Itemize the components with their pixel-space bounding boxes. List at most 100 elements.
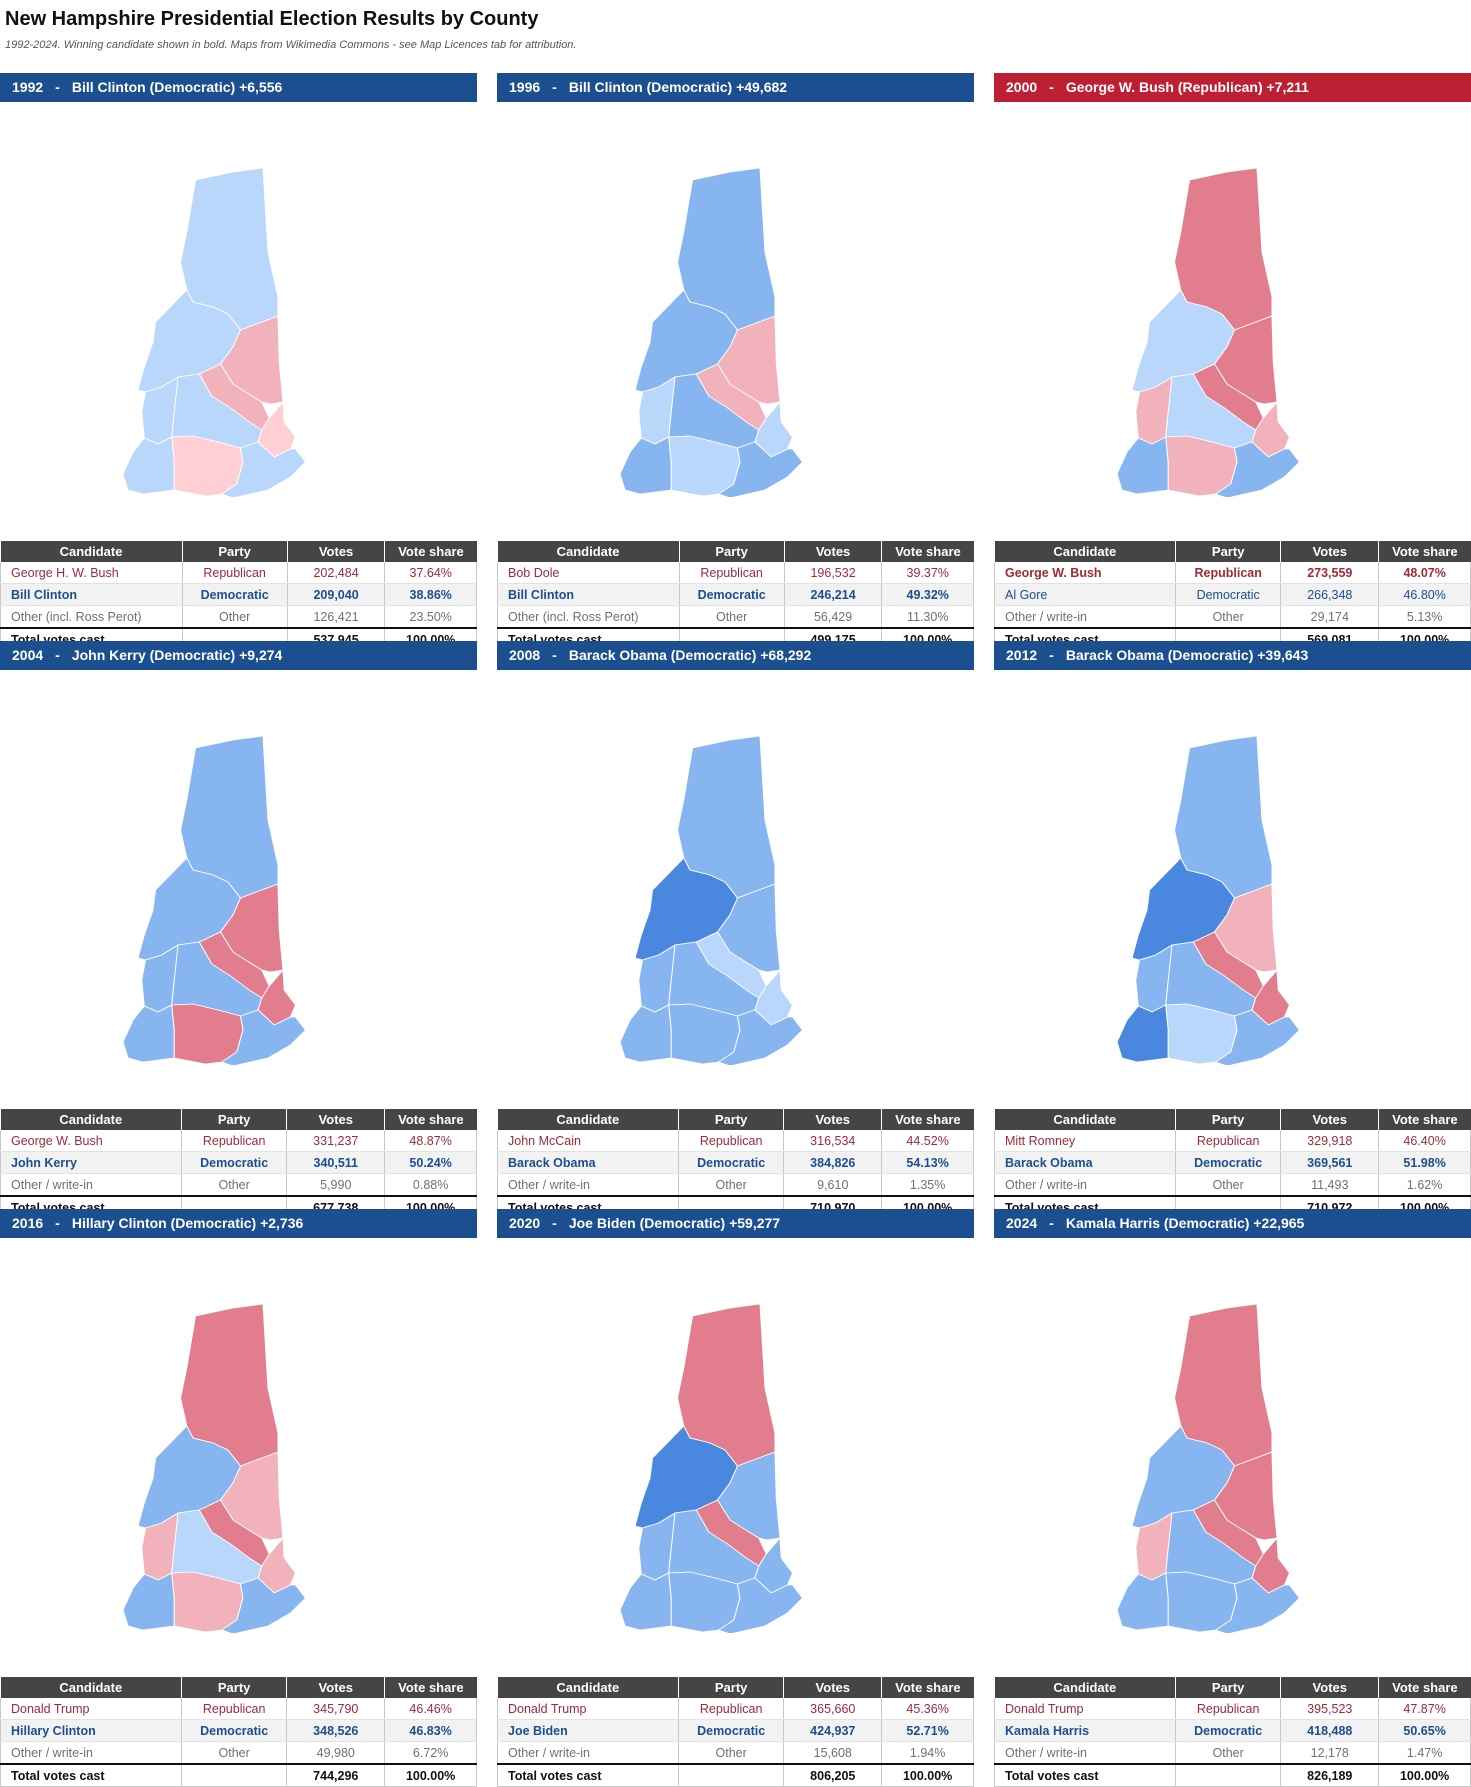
total-label: Total votes cast xyxy=(994,1763,1176,1787)
candidate-row: Other / write-in Other 5,990 0.88% xyxy=(0,1173,477,1197)
column-header-vote-share: Vote share xyxy=(1378,1109,1471,1130)
panel-winner: Joe Biden (Democratic) +59,277 xyxy=(568,1215,781,1231)
candidate-party: Democratic xyxy=(181,1719,288,1742)
column-header-vote-share: Vote share xyxy=(384,541,477,562)
total-share: 100.00% xyxy=(384,1763,477,1787)
candidate-share: 37.64% xyxy=(384,562,477,584)
county-map xyxy=(994,1238,1471,1633)
panel-year: 2020 xyxy=(509,1215,541,1231)
candidate-party: Other xyxy=(679,605,785,629)
panel-header-separator: - xyxy=(552,1215,557,1231)
candidate-party: Republican xyxy=(678,1130,785,1152)
candidate-name: Other / write-in xyxy=(993,605,1177,629)
panel-header-separator: - xyxy=(1049,1215,1054,1231)
candidate-row: Barack Obama Democratic 384,826 54.13% xyxy=(497,1151,974,1174)
column-header-votes: Votes xyxy=(1280,541,1380,562)
county-rockingham xyxy=(220,1577,307,1633)
county-cheshire xyxy=(619,1004,672,1063)
election-panel-2004: 2004- John Kerry (Democratic) +9,274 Candi… xyxy=(0,641,477,1219)
nh-county-map-svg xyxy=(122,1303,307,1633)
candidate-row: Bill Clinton Democratic 209,040 38.86% xyxy=(0,583,477,606)
column-header-candidate: Candidate xyxy=(994,1677,1176,1698)
panel-header: 2000- George W. Bush (Republican) +7,211 xyxy=(994,73,1471,102)
county-cheshire xyxy=(619,436,672,495)
election-panel-2024: 2024- Kamala Harris (Democratic) +22,965 C… xyxy=(994,1209,1471,1787)
column-header-party: Party xyxy=(1175,1677,1282,1698)
column-header-votes: Votes xyxy=(286,1109,386,1130)
candidate-name: Mitt Romney xyxy=(994,1130,1176,1152)
candidate-party: Republican xyxy=(679,562,785,584)
candidate-row: Donald Trump Republican 395,523 47.87% xyxy=(994,1698,1471,1720)
column-header-votes: Votes xyxy=(1280,1677,1380,1698)
panel-header-separator: - xyxy=(55,1215,60,1231)
results-header-row: Candidate Party Votes Vote share xyxy=(994,541,1471,562)
candidate-party: Republican xyxy=(1175,562,1282,584)
county-map xyxy=(994,670,1471,1065)
candidate-name: Joe Biden xyxy=(497,1719,679,1742)
candidate-name: Barack Obama xyxy=(994,1151,1176,1174)
panel-winner: Bill Clinton (Democratic) +49,682 xyxy=(568,79,788,95)
column-header-candidate: Candidate xyxy=(994,541,1177,562)
candidate-share: 0.88% xyxy=(384,1173,477,1197)
total-party-empty xyxy=(181,1763,288,1787)
panel-winner: Kamala Harris (Democratic) +22,965 xyxy=(1065,1215,1305,1231)
panel-header-separator: - xyxy=(55,647,60,663)
column-header-party: Party xyxy=(181,1677,288,1698)
candidate-party: Democratic xyxy=(678,1719,785,1742)
candidate-party: Other xyxy=(678,1173,785,1197)
total-row: Total votes cast 806,205 100.00% xyxy=(497,1763,974,1787)
candidate-name: Donald Trump xyxy=(994,1698,1176,1720)
page-subtitle: 1992-2024. Winning candidate shown in bo… xyxy=(5,39,577,51)
page-title: New Hampshire Presidential Election Resu… xyxy=(5,8,539,30)
candidate-name: Other / write-in xyxy=(497,1173,679,1197)
candidate-row: Other (incl. Ross Perot) Other 126,421 23.5… xyxy=(0,605,477,629)
candidate-row: Bill Clinton Democratic 246,214 49.32% xyxy=(497,583,974,606)
panel-header: 2016- Hillary Clinton (Democratic) +2,736 xyxy=(0,1209,477,1238)
candidate-name: Other / write-in xyxy=(0,1173,182,1197)
results-table: Candidate Party Votes Vote share Donald Trum… xyxy=(0,1677,477,1787)
candidate-share: 46.46% xyxy=(384,1698,477,1720)
panel-header: 2024- Kamala Harris (Democratic) +22,965 xyxy=(994,1209,1471,1238)
nh-county-map-svg xyxy=(1116,167,1301,497)
candidate-row: Hillary Clinton Democratic 348,526 46.83% xyxy=(0,1719,477,1742)
panel-header: 1996- Bill Clinton (Democratic) +49,682 xyxy=(497,73,974,102)
county-cheshire xyxy=(619,1572,672,1631)
total-votes: 806,205 xyxy=(783,1763,883,1787)
candidate-votes: 395,523 xyxy=(1280,1698,1380,1720)
candidate-name: George W. Bush xyxy=(993,562,1177,584)
panel-year: 1992 xyxy=(12,79,44,95)
column-header-party: Party xyxy=(182,541,288,562)
candidate-party: Democratic xyxy=(1175,1719,1282,1742)
candidate-votes: 424,937 xyxy=(783,1719,883,1742)
candidate-share: 49.32% xyxy=(881,583,974,606)
candidate-name: George W. Bush xyxy=(0,1130,182,1152)
county-rockingham xyxy=(717,1009,804,1065)
panel-header-separator: - xyxy=(552,79,557,95)
county-map xyxy=(994,102,1471,497)
total-row: Total votes cast 744,296 100.00% xyxy=(0,1763,477,1787)
candidate-party: Democratic xyxy=(182,583,288,606)
column-header-party: Party xyxy=(181,1109,288,1130)
nh-county-map-svg xyxy=(619,167,804,497)
panel-winner: Barack Obama (Democratic) +39,643 xyxy=(1065,647,1309,663)
candidate-share: 46.80% xyxy=(1378,583,1471,606)
candidate-share: 46.83% xyxy=(384,1719,477,1742)
candidate-share: 50.65% xyxy=(1378,1719,1471,1742)
candidate-name: John McCain xyxy=(497,1130,679,1152)
candidate-row: Bob Dole Republican 196,532 39.37% xyxy=(497,562,974,584)
panel-header-separator: - xyxy=(55,79,60,95)
panel-header: 2008- Barack Obama (Democratic) +68,292 xyxy=(497,641,974,670)
panel-year: 2024 xyxy=(1006,1215,1038,1231)
candidate-row: Other / write-in Other 11,493 1.62% xyxy=(994,1173,1471,1197)
column-header-vote-share: Vote share xyxy=(384,1109,477,1130)
candidate-votes: 273,559 xyxy=(1280,562,1380,584)
county-rockingham xyxy=(717,1577,804,1633)
candidate-share: 44.52% xyxy=(881,1130,974,1152)
panel-header-separator: - xyxy=(1049,79,1054,95)
results-table: Candidate Party Votes Vote share George W. B… xyxy=(993,541,1471,651)
candidate-votes: 369,561 xyxy=(1280,1151,1380,1174)
results-header-row: Candidate Party Votes Vote share xyxy=(0,1677,477,1698)
county-cheshire xyxy=(1116,1004,1169,1063)
candidate-name: Other (incl. Ross Perot) xyxy=(497,605,680,629)
panel-header: 2012- Barack Obama (Democratic) +39,643 xyxy=(994,641,1471,670)
